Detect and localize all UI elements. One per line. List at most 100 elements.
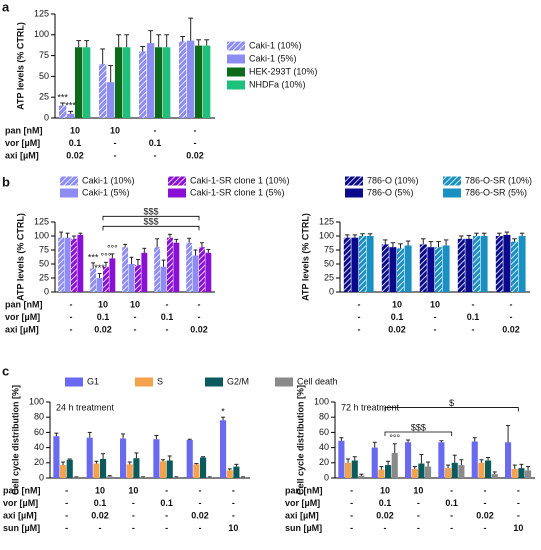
bar (141, 252, 148, 292)
legend-swatch (227, 80, 245, 90)
condition-value: - (232, 510, 235, 520)
error-bar (136, 259, 140, 266)
error-bar (352, 456, 357, 461)
bar (418, 463, 425, 478)
condition-value: 10 (228, 523, 238, 533)
bar (485, 460, 492, 478)
bar (155, 47, 163, 118)
error-bar (412, 466, 417, 469)
condition-value: - (232, 485, 235, 495)
legend-swatch (60, 176, 78, 186)
bar (115, 47, 123, 118)
condition-value: - (134, 324, 137, 334)
bar (366, 236, 374, 292)
error-bar (459, 235, 464, 239)
condition-value: 10 (70, 125, 80, 135)
error-bar (65, 232, 70, 238)
bar (518, 468, 525, 478)
legend-swatch (227, 67, 245, 77)
error-bar (227, 468, 232, 471)
bar (139, 51, 147, 118)
bar (135, 265, 141, 292)
y-tick-label: 60 (319, 427, 329, 437)
error-bar (426, 461, 431, 467)
bar (411, 468, 418, 478)
error-bar (512, 464, 517, 469)
legend-label: G1 (87, 376, 99, 386)
error-bar (201, 456, 206, 458)
error-bar (187, 438, 192, 440)
bar (391, 452, 398, 478)
bar (107, 82, 115, 118)
error-bar (164, 34, 170, 48)
bracket (384, 407, 519, 412)
y-tick-label: 75 (39, 244, 49, 254)
y-tick-label: 75 (324, 244, 334, 254)
error-bar (76, 40, 82, 48)
legend-swatch (227, 54, 245, 64)
bar (100, 459, 107, 478)
error-bar (481, 232, 487, 236)
condition-value: 0.1 (149, 138, 162, 148)
y-tick-label: 0 (329, 286, 334, 296)
bar (66, 459, 73, 478)
chart-title: 72 h treatment (341, 402, 400, 412)
condition-label: sun [µM] (285, 523, 322, 533)
bar (405, 442, 412, 478)
condition-value: - (199, 485, 202, 495)
error-bar (174, 238, 179, 243)
bar (371, 447, 378, 478)
significance-mark: *** (94, 263, 105, 273)
error-bar (372, 441, 377, 448)
error-bar (459, 459, 464, 466)
condition-value: - (517, 510, 520, 520)
bar (73, 477, 80, 478)
condition-value: - (472, 299, 475, 309)
error-bar (101, 453, 106, 459)
error-bar (187, 237, 192, 243)
bar (128, 264, 135, 292)
error-bar (504, 231, 510, 235)
error-bar (84, 40, 90, 48)
condition-value: - (132, 523, 135, 533)
condition-value: - (350, 498, 353, 508)
condition-value: 0.02 (502, 324, 520, 334)
error-bar (466, 234, 472, 239)
bar (160, 266, 167, 292)
condition-value: - (517, 485, 520, 495)
condition-value: 10 (392, 299, 402, 309)
panel-label: c (2, 363, 9, 378)
condition-value: - (99, 523, 102, 533)
condition-value: - (384, 523, 387, 533)
error-bar (352, 234, 358, 238)
error-bar (59, 231, 64, 238)
condition-value: - (165, 485, 168, 495)
condition-value: - (194, 125, 197, 135)
bar (442, 245, 450, 292)
condition-value: 0.02 (186, 150, 204, 160)
legend-swatch (65, 377, 83, 387)
error-bar (142, 247, 147, 253)
error-bar (194, 463, 199, 465)
bracket-label: $$$ (143, 207, 158, 217)
bar (133, 458, 140, 478)
y-tick-label: 50 (39, 258, 49, 268)
error-bar (519, 232, 525, 236)
y-tick-label: 125 (319, 216, 334, 226)
bar (345, 462, 352, 478)
error-bar (180, 35, 186, 42)
error-bar (428, 241, 434, 248)
legend-label: 786-O (5%) (367, 187, 414, 197)
y-tick-label: 0 (44, 286, 49, 296)
condition-value: - (417, 523, 420, 533)
condition-label: axi [µM] (5, 324, 39, 334)
y-axis-label: ATP levels (% CTRL) (300, 213, 310, 301)
bar (187, 40, 195, 118)
error-bar (155, 238, 160, 248)
y-tick-label: 20 (319, 457, 329, 467)
condition-label: axi [µM] (5, 150, 39, 160)
y-axis-label: ATP levels (% CTRL) (15, 213, 25, 301)
error-bar (472, 437, 477, 442)
legend-swatch (345, 176, 363, 186)
y-tick-label: 40 (34, 442, 44, 452)
